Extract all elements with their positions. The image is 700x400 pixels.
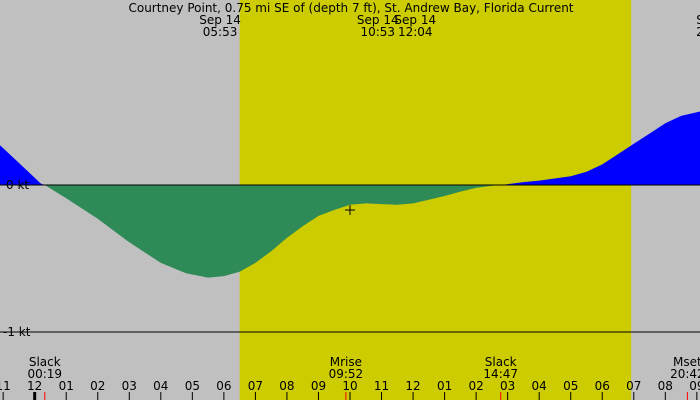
x-tick-label: 01: [437, 379, 452, 393]
event-time-label: 20:42: [670, 367, 700, 381]
x-tick-label: 11: [0, 379, 11, 393]
y-tick-label-minus-one: -1 kt: [3, 325, 31, 339]
x-tick-label: 05: [185, 379, 200, 393]
x-tick-label: 03: [500, 379, 515, 393]
current-time-marker: [345, 204, 355, 215]
x-tick-label: 04: [532, 379, 547, 393]
x-tick-label: 04: [153, 379, 168, 393]
event-name-label: Slack: [485, 355, 517, 369]
x-tick-label: 01: [59, 379, 74, 393]
x-tick-label: 07: [248, 379, 263, 393]
x-tick-label: 08: [658, 379, 673, 393]
x-tick-label: 03: [122, 379, 137, 393]
top-date-label: S: [696, 13, 700, 27]
ebb-area: [0, 185, 700, 278]
x-tick-label: 09: [311, 379, 326, 393]
event-time-label: 09:52: [329, 367, 364, 381]
x-tick-label: 09: [689, 379, 700, 393]
x-tick-label: 12: [27, 379, 42, 393]
current-areas: [0, 111, 700, 278]
x-tick-label: 02: [90, 379, 105, 393]
top-date-label: Sep 14: [394, 13, 436, 27]
event-time-label: 14:47: [483, 367, 518, 381]
y-tick-label-zero: 0 kt: [6, 178, 29, 192]
x-tick-label: 08: [279, 379, 294, 393]
top-time-label: 12:04: [398, 25, 433, 39]
x-tick-label: 11: [374, 379, 389, 393]
top-date-label: Sep 14: [357, 13, 399, 27]
x-tick-label: 06: [595, 379, 610, 393]
event-name-label: Slack: [29, 355, 61, 369]
chart-title: Courtney Point, 0.75 mi SE of (depth 7 f…: [128, 1, 573, 15]
x-tick-label: 10: [342, 379, 357, 393]
x-axis-ticks: 11 12 01 02 03 04 05 06 07 08 09 10 11 12 01 02 03 04 05 06…: [0, 379, 700, 400]
top-time-label: 05:53: [203, 25, 238, 39]
event-name-label: Mset: [673, 355, 700, 369]
flood-area: [0, 111, 700, 185]
top-time-label: 10:53: [360, 25, 395, 39]
x-tick-label: 06: [216, 379, 231, 393]
x-tick-label: 05: [563, 379, 578, 393]
x-tick-label: 12: [405, 379, 420, 393]
top-date-label: Sep 14: [199, 13, 241, 27]
event-time-label: 00:19: [27, 367, 62, 381]
event-name-label: Mrise: [330, 355, 362, 369]
top-time-label: 2: [696, 25, 700, 39]
x-tick-label: 07: [626, 379, 641, 393]
x-tick-label: 02: [468, 379, 483, 393]
